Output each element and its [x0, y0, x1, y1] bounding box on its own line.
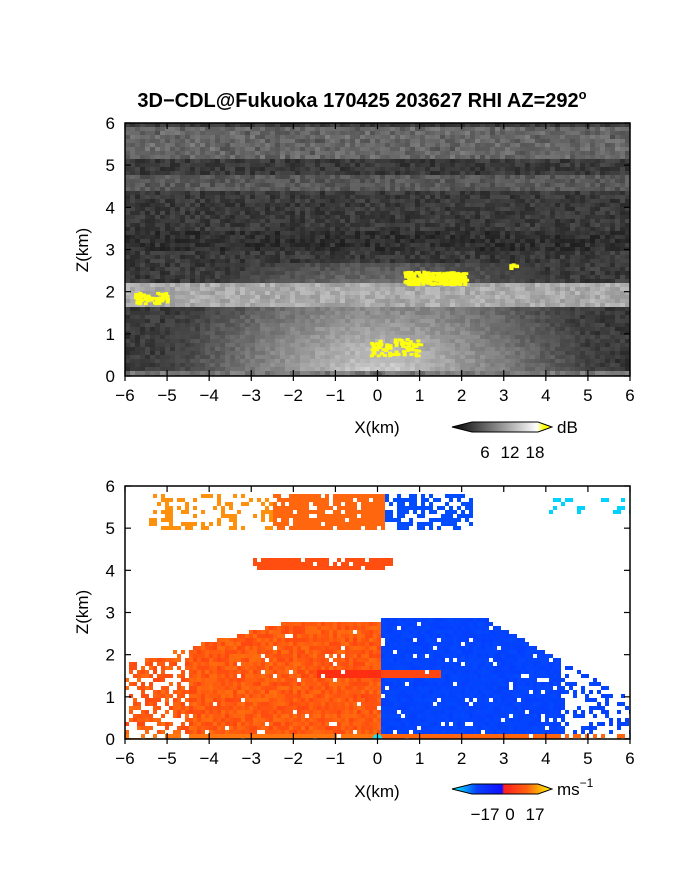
y-axis-label: Z(km): [73, 590, 92, 634]
y-tick-label: 2: [106, 646, 115, 665]
reflectivity-image: [125, 123, 630, 376]
x-tick-label: 3: [499, 749, 508, 768]
x-tick-label: 1: [415, 386, 424, 405]
colorbar-tick-label: −17: [471, 805, 500, 824]
y-tick-label: 6: [106, 114, 115, 133]
x-tick-label: −5: [157, 749, 176, 768]
x-tick-label: 2: [457, 749, 466, 768]
x-tick-label: −2: [284, 386, 303, 405]
x-tick-label: 4: [541, 386, 550, 405]
velocity-image: [125, 486, 630, 739]
x-tick-label: 5: [583, 749, 592, 768]
x-tick-label: 6: [625, 386, 634, 405]
colorbar-tick-label: 18: [526, 443, 545, 462]
y-tick-label: 1: [106, 325, 115, 344]
colorbar-tick-label: 12: [501, 443, 520, 462]
y-axis-label: Z(km): [73, 228, 92, 272]
x-tick-label: 4: [541, 749, 550, 768]
colorbar-unit: dB: [557, 418, 578, 437]
x-tick-label: −1: [326, 749, 345, 768]
velocity-panel: −6 −5 −4 −3 −2 −1 0 1 2 3 4 5 6 0 1 2 3 4 5 6 X(km) Z(km) m…: [73, 477, 635, 824]
x-tick-label: −6: [115, 749, 134, 768]
colorbar-tick-label: 6: [480, 443, 489, 462]
colorbar-tick-label: 0: [505, 805, 514, 824]
x-axis-label: X(km): [354, 418, 399, 437]
colorbar-tick-label: 17: [526, 805, 545, 824]
x-tick-label: −4: [199, 386, 218, 405]
y-tick-label: 0: [106, 730, 115, 749]
x-tick-label: 2: [457, 386, 466, 405]
chart-title: 3D−CDL@Fukuoka 170425 203627 RHI AZ=292o: [137, 87, 586, 112]
y-tick-label: 1: [106, 688, 115, 707]
x-tick-label: −6: [115, 386, 134, 405]
x-tick-label: −5: [157, 386, 176, 405]
y-tick-label: 4: [106, 198, 115, 217]
x-tick-label: −3: [242, 749, 261, 768]
x-tick-label: 3: [499, 386, 508, 405]
colorbar-reflectivity: dB 6 12 18: [451, 418, 578, 462]
colorbar-velocity: ms−1 −17 0 17: [451, 776, 594, 824]
x-tick-label: 0: [373, 386, 382, 405]
colorbar-bar: [451, 783, 554, 795]
x-tick-label: 0: [373, 749, 382, 768]
x-tick-label: −2: [284, 749, 303, 768]
x-tick-label: −1: [326, 386, 345, 405]
x-tick-label: 6: [625, 749, 634, 768]
y-tick-label: 2: [106, 283, 115, 302]
x-axis-label: X(km): [354, 782, 399, 801]
y-tick-label: 4: [106, 561, 115, 580]
x-tick-label: 5: [583, 386, 592, 405]
x-tick-label: −3: [242, 386, 261, 405]
y-tick-label: 5: [106, 519, 115, 538]
colorbar-unit: ms−1: [557, 776, 594, 799]
x-tick-label: 1: [415, 749, 424, 768]
x-tick-label: −4: [199, 749, 218, 768]
colorbar-bar: [451, 421, 554, 433]
y-tick-label: 3: [106, 241, 115, 260]
y-tick-label: 6: [106, 477, 115, 496]
y-tick-label: 5: [106, 156, 115, 175]
y-tick-label: 3: [106, 604, 115, 623]
y-tick-label: 0: [106, 367, 115, 386]
